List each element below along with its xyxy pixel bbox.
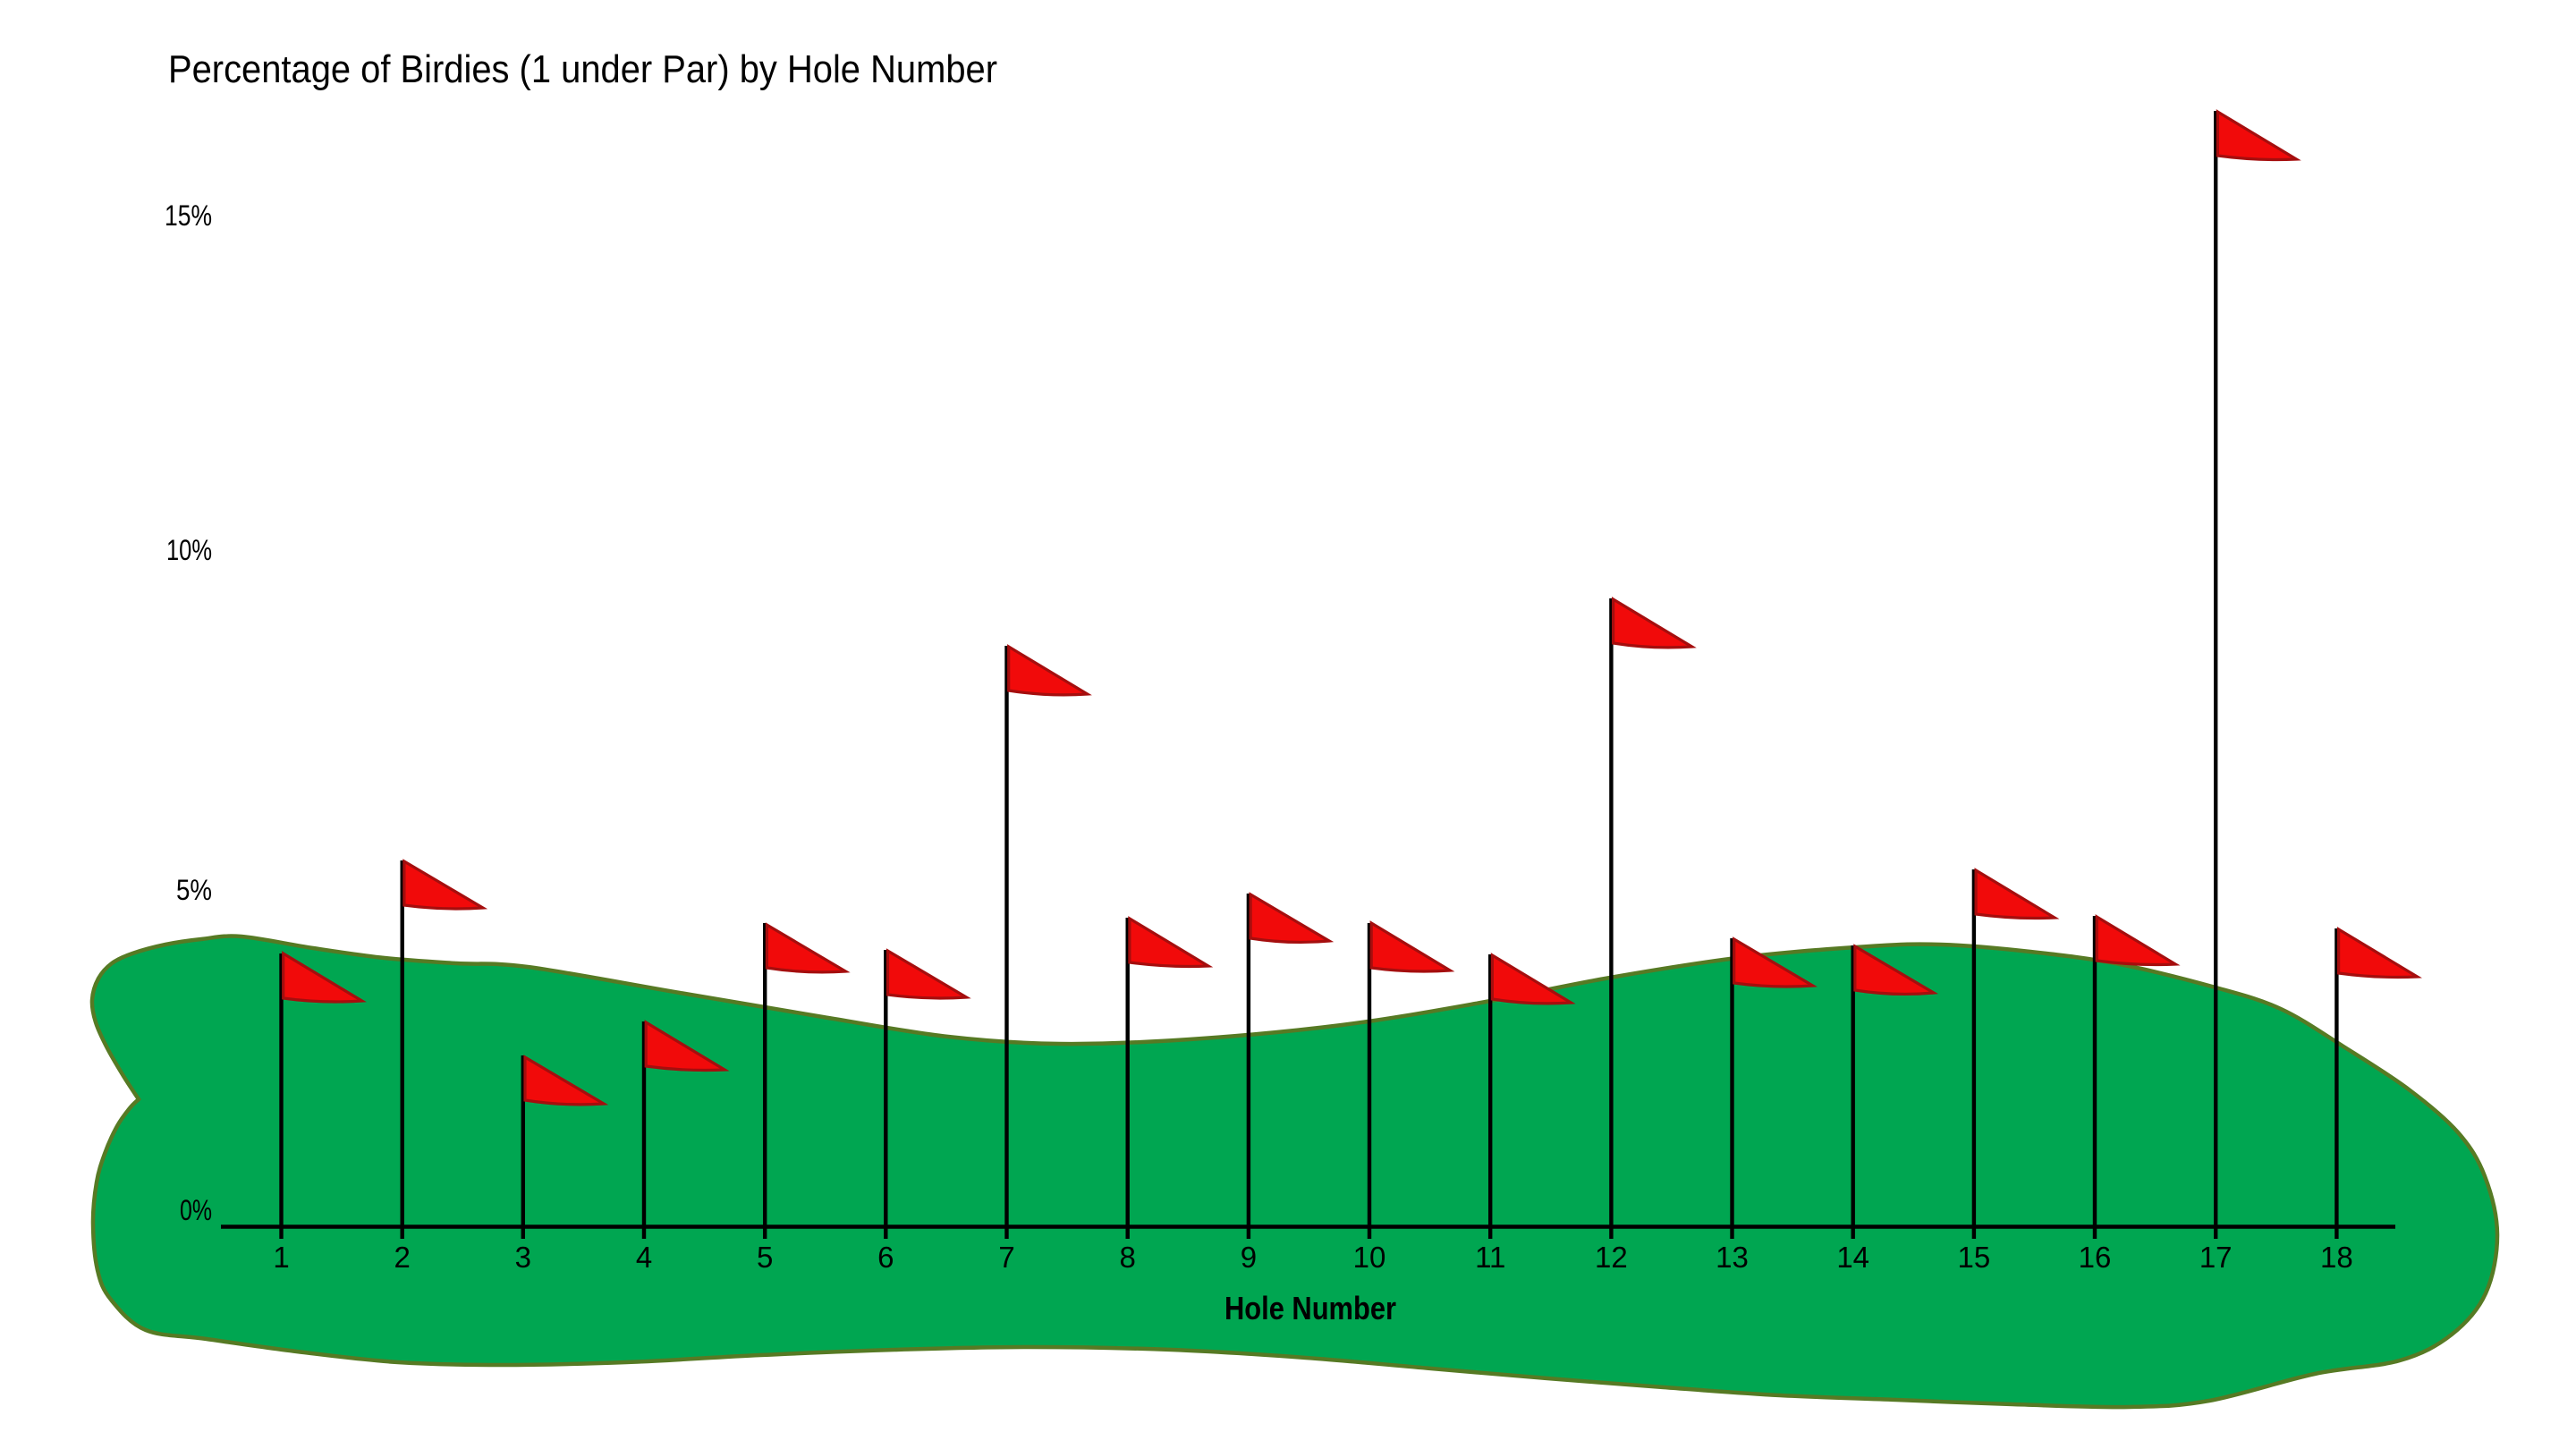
svg-text:1: 1 <box>273 1241 289 1274</box>
svg-text:4: 4 <box>636 1241 652 1274</box>
svg-text:2: 2 <box>394 1241 411 1274</box>
svg-text:Hole Number: Hole Number <box>1224 1290 1396 1326</box>
svg-text:17: 17 <box>2199 1241 2233 1274</box>
svg-text:11: 11 <box>1475 1241 1505 1274</box>
svg-text:6: 6 <box>877 1241 894 1274</box>
svg-text:Percentage of Birdies (1 under: Percentage of Birdies (1 under Par) by H… <box>168 47 997 91</box>
svg-text:18: 18 <box>2320 1241 2353 1274</box>
svg-text:13: 13 <box>1716 1241 1749 1274</box>
svg-text:5%: 5% <box>176 874 212 906</box>
svg-text:3: 3 <box>515 1241 531 1274</box>
svg-text:0%: 0% <box>180 1194 212 1226</box>
svg-text:12: 12 <box>1595 1241 1628 1274</box>
svg-text:15: 15 <box>1958 1241 1991 1274</box>
svg-text:16: 16 <box>2079 1241 2112 1274</box>
svg-text:14: 14 <box>1836 1241 1869 1274</box>
svg-text:7: 7 <box>998 1241 1014 1274</box>
svg-text:8: 8 <box>1120 1241 1136 1274</box>
svg-text:9: 9 <box>1241 1241 1257 1274</box>
svg-text:15%: 15% <box>165 199 212 232</box>
svg-text:10%: 10% <box>166 534 212 566</box>
svg-text:5: 5 <box>757 1241 773 1274</box>
svg-text:10: 10 <box>1353 1241 1386 1274</box>
